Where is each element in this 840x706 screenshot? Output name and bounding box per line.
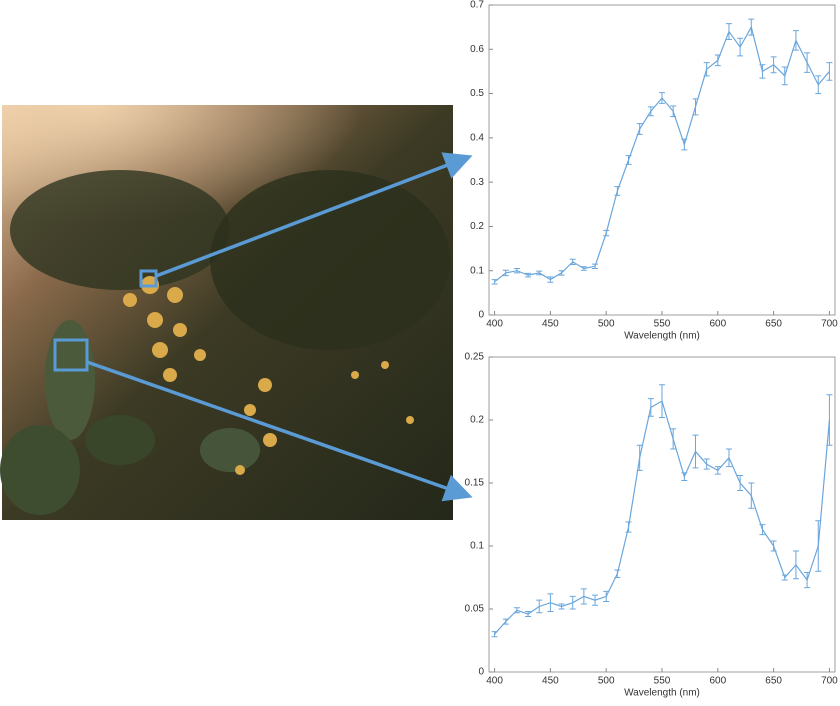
y-tick-label: 0.1 (470, 265, 484, 276)
x-tick-label: 550 (654, 676, 671, 687)
error-bar (614, 570, 620, 578)
error-bar (793, 551, 799, 579)
plot-frame (489, 5, 835, 315)
x-tick-label: 700 (821, 676, 838, 687)
x-tick-label: 500 (598, 319, 615, 330)
error-bar (626, 156, 632, 165)
y-tick-label: 0 (478, 667, 484, 678)
error-bar (681, 139, 687, 150)
photo (0, 105, 453, 520)
error-bar (737, 38, 743, 56)
error-bar (547, 594, 553, 612)
x-tick-label: 450 (542, 676, 559, 687)
x-tick-label: 650 (765, 676, 782, 687)
x-tick-label: 650 (765, 319, 782, 330)
error-bar (581, 589, 587, 604)
leaf (45, 320, 95, 440)
y-tick-label: 0.5 (470, 88, 484, 99)
error-bar (626, 522, 632, 532)
data-line (495, 401, 830, 634)
error-bar (704, 459, 710, 469)
error-bar (670, 106, 676, 117)
data-line (495, 27, 830, 282)
leaf (200, 428, 260, 472)
y-tick-label: 0.1 (470, 541, 484, 552)
error-bar (603, 230, 609, 235)
leaf (0, 425, 80, 515)
y-tick-label: 0.05 (465, 604, 485, 615)
foliage (10, 170, 230, 290)
error-bar (715, 55, 721, 66)
leaf (85, 415, 155, 465)
error-bar (681, 473, 687, 481)
error-bar (771, 57, 777, 73)
y-tick-label: 0.4 (470, 132, 484, 143)
x-tick-label: 400 (486, 319, 503, 330)
y-tick-label: 0.7 (470, 0, 484, 11)
error-bar (659, 93, 665, 104)
y-tick-label: 0.2 (470, 415, 484, 426)
error-bar (804, 53, 810, 72)
error-bar (570, 596, 576, 609)
error-bar (704, 63, 710, 76)
x-tick-label: 550 (654, 319, 671, 330)
x-tick-label: 400 (486, 676, 503, 687)
error-bar (759, 65, 765, 78)
x-tick-label: 600 (709, 676, 726, 687)
error-bar (659, 385, 665, 418)
error-bar (559, 604, 565, 609)
error-bar (826, 63, 832, 81)
x-tick-label: 600 (709, 319, 726, 330)
y-tick-label: 0.6 (470, 44, 484, 55)
y-tick-label: 0.15 (465, 478, 485, 489)
y-tick-label: 0 (478, 310, 484, 321)
y-tick-label: 0.3 (470, 177, 484, 188)
x-axis-label: Wavelength (nm) (624, 331, 700, 342)
y-tick-label: 0.25 (465, 352, 485, 363)
error-bar (748, 483, 754, 508)
foliage (210, 170, 450, 350)
figure: 0 0.1 0.2 0.3 0.4 0.5 0.6 0.7 400 450 500 550 600 650… (0, 0, 840, 706)
x-axis-label: Wavelength (nm) (624, 688, 700, 699)
error-bar (692, 435, 698, 468)
y-tick-label: 0.2 (470, 221, 484, 232)
x-tick-label: 500 (598, 676, 615, 687)
error-bar (648, 399, 654, 417)
error-bar (815, 76, 821, 94)
error-bar (614, 187, 620, 196)
error-bar (748, 19, 754, 35)
error-bar (536, 600, 542, 613)
x-tick-label: 700 (821, 319, 838, 330)
error-bar (592, 595, 598, 605)
x-tick-label: 450 (542, 319, 559, 330)
